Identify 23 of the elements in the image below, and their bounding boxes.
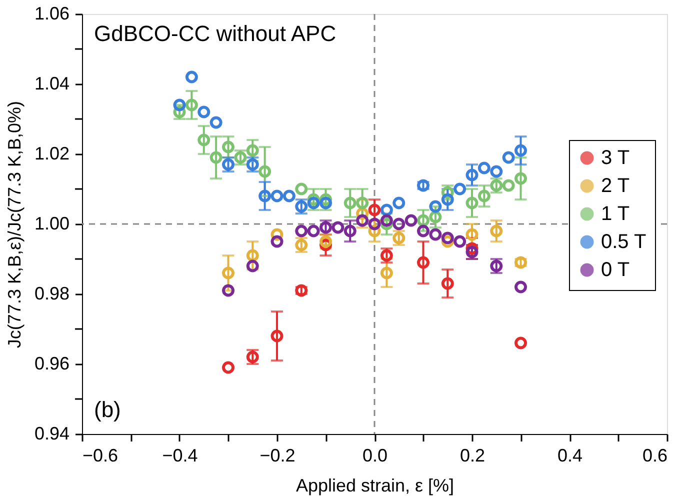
legend-label: 2 T [601,175,630,197]
x-tick-label: 0.2 [460,446,486,466]
annotation: (b) [94,397,121,422]
y-tick-label: 1.06 [34,4,70,24]
legend-label: 3 T [601,147,630,169]
x-tick-label: 0.6 [642,446,668,466]
x-tick-label: 0.0 [362,446,388,466]
y-axis-title: Jc(77.3 K,B,ε)/Jc(77.3 K,B,0%) [4,100,24,348]
x-tick-label: 0.4 [557,446,583,466]
x-tick-label: −0.2 [260,446,296,466]
x-tick-label: −0.4 [162,446,198,466]
y-tick-label: 1.04 [34,74,70,94]
legend-label: 0.5 T [601,231,646,253]
x-tick-label: −0.6 [82,446,118,466]
y-tick-label: 1.00 [34,214,70,234]
y-tick-label: 0.98 [34,284,70,304]
legend-label: 0 T [601,259,630,281]
y-tick-label: 0.94 [34,424,70,444]
legend-label: 1 T [601,203,630,225]
x-axis-title: Applied strain, ε [%] [296,476,454,496]
y-tick-label: 1.02 [34,144,70,164]
y-tick-label: 0.96 [34,354,70,374]
annotation: GdBCO-CC without APC [94,21,336,46]
